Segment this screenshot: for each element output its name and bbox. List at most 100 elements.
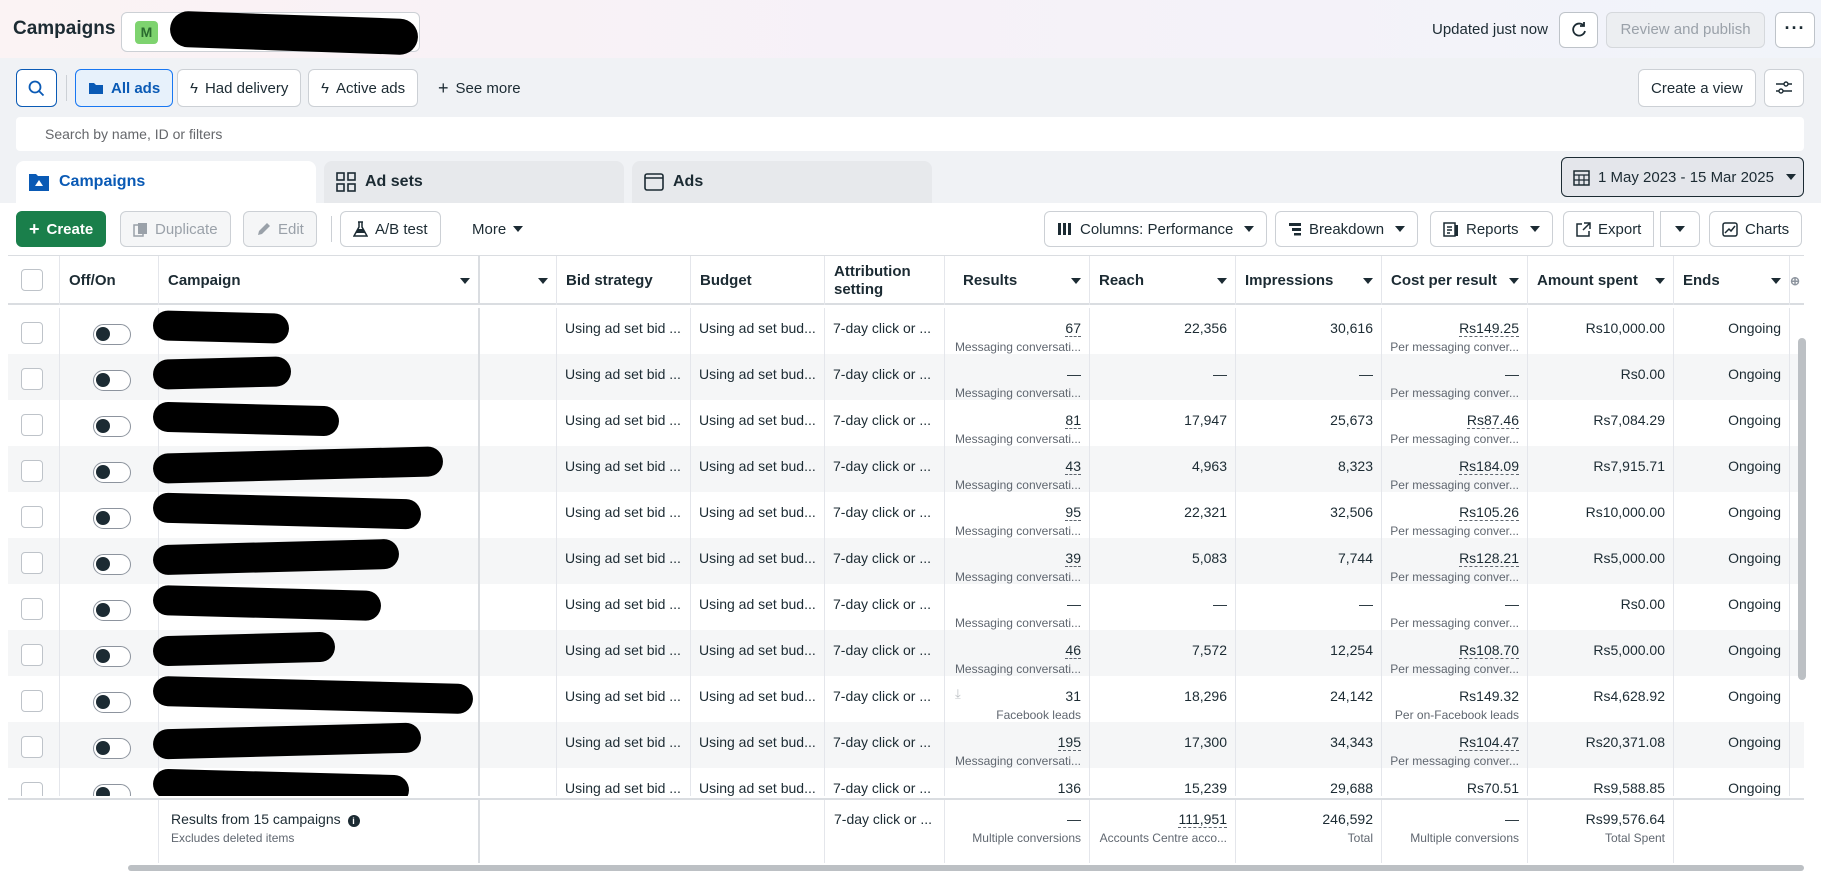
campaign-name-cell[interactable] bbox=[152, 492, 480, 538]
header-off-on[interactable]: Off/On bbox=[60, 256, 159, 305]
table-row[interactable]: Using ad set bid ... Using ad set bud... 7… bbox=[8, 675, 1804, 722]
row-checkbox[interactable] bbox=[21, 506, 43, 528]
table-row[interactable]: Using ad set bid ... Using ad set bud... 7… bbox=[8, 630, 1804, 676]
refresh-button[interactable] bbox=[1559, 12, 1598, 48]
more-options-button[interactable]: ··· bbox=[1775, 12, 1815, 48]
cpr-value[interactable]: — bbox=[1505, 596, 1519, 612]
header-results[interactable]: Results bbox=[945, 256, 1090, 305]
results-value[interactable]: 81 bbox=[1065, 412, 1081, 429]
search-input[interactable] bbox=[16, 117, 1804, 151]
row-checkbox[interactable] bbox=[21, 598, 43, 620]
campaign-name-cell[interactable] bbox=[152, 308, 480, 354]
charts-button[interactable]: Charts bbox=[1709, 211, 1803, 247]
create-button[interactable]: + Create bbox=[16, 211, 107, 247]
results-value[interactable]: 31 bbox=[1065, 688, 1081, 704]
header-bid-strategy[interactable]: Bid strategy bbox=[557, 256, 691, 305]
columns-button[interactable]: Columns: Performance bbox=[1044, 211, 1268, 247]
campaign-name-cell[interactable] bbox=[152, 400, 480, 446]
table-row[interactable]: Using ad set bid ... Using ad set bud... 7… bbox=[8, 446, 1804, 492]
see-more-button[interactable]: + See more bbox=[426, 69, 533, 107]
campaign-name-cell[interactable] bbox=[152, 630, 480, 676]
results-value[interactable]: 95 bbox=[1065, 504, 1081, 521]
campaign-name-cell[interactable] bbox=[152, 584, 480, 630]
account-selector[interactable]: M bbox=[121, 10, 420, 56]
tab-ad-sets[interactable]: Ad sets bbox=[324, 161, 624, 203]
tab-campaigns[interactable]: Campaigns bbox=[16, 161, 316, 203]
export-button[interactable]: Export bbox=[1563, 211, 1655, 247]
row-checkbox[interactable] bbox=[21, 552, 43, 574]
footer-reach-value[interactable]: 111,951 bbox=[1178, 811, 1227, 828]
header-ends[interactable]: Ends bbox=[1674, 256, 1790, 305]
edit-button[interactable]: Edit bbox=[243, 211, 317, 247]
cpr-value[interactable]: Rs184.09 bbox=[1459, 458, 1519, 475]
header-amount-spent[interactable]: Amount spent bbox=[1528, 256, 1674, 305]
campaign-name-cell[interactable] bbox=[152, 538, 480, 584]
on-off-toggle[interactable] bbox=[93, 416, 131, 437]
filter-had-delivery[interactable]: ϟ Had delivery bbox=[177, 69, 302, 107]
campaign-name-cell[interactable] bbox=[152, 446, 480, 492]
table-row[interactable]: Using ad set bid ... Using ad set bud... 7… bbox=[8, 584, 1804, 630]
results-value[interactable]: 136 bbox=[1057, 780, 1081, 796]
on-off-toggle[interactable] bbox=[93, 462, 131, 483]
cpr-value[interactable]: Rs128.21 bbox=[1459, 550, 1519, 567]
export-options-button[interactable] bbox=[1660, 211, 1700, 247]
review-and-publish-button[interactable]: Review and publish bbox=[1606, 12, 1765, 48]
on-off-toggle[interactable] bbox=[93, 692, 131, 713]
date-range-picker[interactable]: 1 May 2023 - 15 Mar 2025 bbox=[1561, 157, 1804, 197]
select-all-checkbox[interactable] bbox=[21, 269, 43, 291]
search-toggle-button[interactable] bbox=[16, 69, 57, 107]
results-value[interactable]: — bbox=[1067, 366, 1081, 382]
create-view-button[interactable]: Create a view bbox=[1638, 69, 1756, 107]
horizontal-scrollbar[interactable] bbox=[128, 865, 1804, 871]
cpr-value[interactable]: Rs149.25 bbox=[1459, 320, 1519, 337]
row-checkbox[interactable] bbox=[21, 644, 43, 666]
cpr-value[interactable]: Rs70.51 bbox=[1466, 780, 1519, 796]
row-checkbox[interactable] bbox=[21, 690, 43, 712]
table-row[interactable]: Using ad set bid ... Using ad set bud... 7… bbox=[8, 354, 1804, 400]
row-checkbox[interactable] bbox=[21, 736, 43, 758]
header-delivery[interactable] bbox=[480, 256, 557, 305]
campaign-name-cell[interactable] bbox=[152, 722, 480, 768]
results-value[interactable]: 43 bbox=[1065, 458, 1081, 475]
header-attribution[interactable]: Attribution setting bbox=[825, 256, 945, 305]
filter-all-ads[interactable]: All ads bbox=[75, 69, 174, 107]
cpr-value[interactable]: Rs104.47 bbox=[1459, 734, 1519, 751]
header-cost-per-result[interactable]: Cost per result bbox=[1382, 256, 1528, 305]
results-value[interactable]: 195 bbox=[1057, 734, 1081, 751]
cpr-value[interactable]: — bbox=[1505, 366, 1519, 382]
reports-button[interactable]: Reports bbox=[1430, 211, 1553, 247]
table-row[interactable]: Using ad set bid ... Using ad set bud... 7… bbox=[8, 722, 1804, 768]
on-off-toggle[interactable] bbox=[93, 508, 131, 529]
add-column-button[interactable]: ⊕ bbox=[1790, 256, 1804, 305]
results-value[interactable]: 39 bbox=[1065, 550, 1081, 567]
cpr-value[interactable]: Rs87.46 bbox=[1466, 412, 1519, 429]
info-icon[interactable]: i bbox=[347, 815, 360, 827]
table-row[interactable]: Using ad set bid ... Using ad set bud... 7… bbox=[8, 768, 1804, 796]
filter-active-ads[interactable]: ϟ Active ads bbox=[308, 69, 419, 107]
header-reach[interactable]: Reach bbox=[1090, 256, 1236, 305]
tab-ads[interactable]: Ads bbox=[632, 161, 932, 203]
on-off-toggle[interactable] bbox=[93, 324, 131, 345]
table-row[interactable]: Using ad set bid ... Using ad set bud... 7… bbox=[8, 538, 1804, 584]
header-campaign[interactable]: Campaign bbox=[159, 256, 480, 305]
row-checkbox[interactable] bbox=[21, 460, 43, 482]
ab-test-button[interactable]: A/B test bbox=[340, 211, 441, 247]
cpr-value[interactable]: Rs149.32 bbox=[1459, 688, 1519, 704]
on-off-toggle[interactable] bbox=[93, 646, 131, 667]
on-off-toggle[interactable] bbox=[93, 784, 131, 796]
view-settings-button[interactable] bbox=[1764, 69, 1804, 107]
campaign-name-cell[interactable] bbox=[152, 675, 480, 722]
more-menu-button[interactable]: More bbox=[460, 211, 536, 247]
cpr-value[interactable]: Rs105.26 bbox=[1459, 504, 1519, 521]
cpr-value[interactable]: Rs108.70 bbox=[1459, 642, 1519, 659]
vertical-scrollbar[interactable] bbox=[1798, 338, 1806, 680]
on-off-toggle[interactable] bbox=[93, 554, 131, 575]
results-value[interactable]: 46 bbox=[1065, 642, 1081, 659]
results-value[interactable]: 67 bbox=[1065, 320, 1081, 337]
on-off-toggle[interactable] bbox=[93, 370, 131, 391]
on-off-toggle[interactable] bbox=[93, 600, 131, 621]
row-checkbox[interactable] bbox=[21, 368, 43, 390]
table-row[interactable]: Using ad set bid ... Using ad set bud... 7… bbox=[8, 492, 1804, 538]
duplicate-button[interactable]: Duplicate bbox=[120, 211, 231, 247]
row-checkbox[interactable] bbox=[21, 782, 43, 796]
